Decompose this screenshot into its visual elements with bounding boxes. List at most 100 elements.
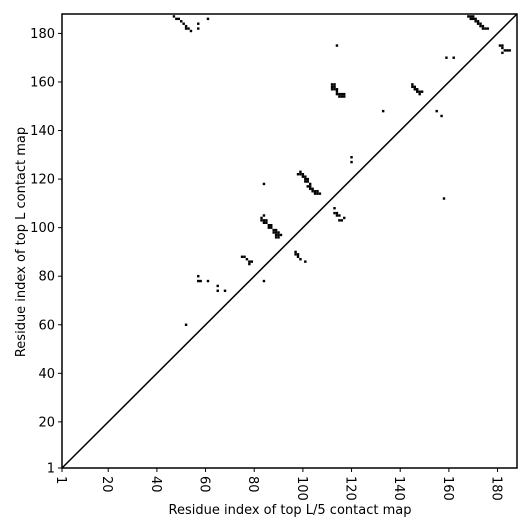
contact-cell bbox=[313, 190, 317, 193]
contact-points bbox=[172, 15, 511, 326]
contact-cell bbox=[265, 221, 268, 225]
contact-cell bbox=[338, 219, 341, 222]
contact-cell bbox=[335, 90, 339, 93]
contact-cell bbox=[216, 289, 219, 292]
contact-cell bbox=[262, 221, 266, 225]
contact-cell bbox=[333, 85, 336, 89]
contact-cell bbox=[476, 22, 480, 25]
x-tick-label: 80 bbox=[245, 476, 260, 493]
contact-cell bbox=[299, 257, 302, 261]
y-tick-label: 1 bbox=[47, 462, 55, 477]
contact-cell bbox=[243, 255, 246, 258]
diagonal-line bbox=[61, 13, 518, 469]
contact-cell bbox=[338, 92, 341, 96]
plot-frame bbox=[61, 13, 518, 469]
contact-cell bbox=[335, 92, 339, 96]
contact-cell bbox=[296, 173, 300, 176]
contact-cell bbox=[333, 207, 336, 210]
contact-cell bbox=[296, 255, 300, 258]
contact-cell bbox=[272, 231, 275, 234]
y-tick-label: 40 bbox=[38, 367, 55, 382]
contact-cell bbox=[311, 187, 314, 191]
contact-cell bbox=[277, 231, 280, 234]
contact-cell bbox=[469, 17, 472, 21]
contact-cell bbox=[340, 92, 344, 96]
contact-cell bbox=[308, 187, 312, 191]
contact-cell bbox=[187, 27, 190, 30]
contact-cell bbox=[435, 109, 438, 113]
contact-cell bbox=[411, 85, 414, 89]
contact-cell bbox=[274, 233, 278, 237]
contact-cell bbox=[411, 83, 414, 86]
contact-cell bbox=[189, 29, 193, 33]
contact-cell bbox=[338, 214, 341, 217]
contact-cell bbox=[262, 214, 266, 217]
contact-cell bbox=[270, 224, 273, 227]
contact-cell bbox=[316, 192, 319, 195]
contact-cell bbox=[333, 88, 336, 91]
contact-cell bbox=[442, 197, 446, 200]
contact-cell bbox=[471, 17, 475, 21]
contact-cell bbox=[335, 214, 339, 217]
y-tick-label: 180 bbox=[30, 27, 55, 42]
y-tick-label: 120 bbox=[30, 173, 55, 188]
y-tick-label: 80 bbox=[38, 270, 55, 285]
contact-cell bbox=[343, 92, 346, 96]
contact-cell bbox=[413, 85, 417, 89]
contact-cell bbox=[304, 177, 307, 181]
contact-cell bbox=[294, 253, 297, 256]
contact-cell bbox=[296, 253, 300, 256]
contact-cell bbox=[508, 49, 511, 52]
contact-cell bbox=[240, 255, 244, 258]
contact-cell bbox=[306, 185, 309, 188]
contact-cell bbox=[416, 88, 419, 91]
y-tick-label: 160 bbox=[30, 75, 55, 90]
contact-cell bbox=[216, 284, 219, 288]
x-axis-ticks: 1 20 40 60 80 100 120 140 160 180 bbox=[53, 468, 504, 501]
contact-cell bbox=[180, 20, 183, 23]
contact-cell bbox=[479, 24, 482, 28]
contact-cell bbox=[277, 233, 280, 237]
contact-cell bbox=[343, 216, 346, 220]
contact-cell bbox=[248, 260, 251, 263]
contact-cell bbox=[197, 22, 200, 25]
contact-cell bbox=[335, 211, 339, 215]
contact-cell bbox=[476, 20, 480, 23]
contact-cell bbox=[248, 262, 251, 266]
x-tick-label: 160 bbox=[440, 476, 455, 501]
contact-cell bbox=[469, 15, 472, 18]
contact-cell bbox=[277, 236, 280, 239]
contact-cell bbox=[260, 216, 263, 220]
contact-cell bbox=[318, 192, 322, 195]
contact-cell bbox=[262, 279, 266, 283]
contact-cell bbox=[316, 190, 319, 193]
contact-cell bbox=[262, 219, 266, 222]
contact-cell bbox=[184, 24, 188, 28]
x-tick-label: 1 bbox=[53, 476, 68, 484]
contact-cell bbox=[452, 56, 455, 59]
contact-cell bbox=[267, 224, 271, 227]
contact-cell bbox=[206, 17, 210, 21]
contact-cell bbox=[223, 289, 227, 292]
contact-cell bbox=[308, 182, 312, 186]
contact-cell bbox=[304, 180, 307, 183]
contact-cell bbox=[206, 279, 210, 283]
contact-cell bbox=[418, 90, 421, 93]
contact-cell bbox=[197, 279, 200, 283]
contact-cell bbox=[274, 228, 278, 232]
contact-cell bbox=[175, 17, 178, 21]
y-tick-label: 140 bbox=[30, 124, 55, 139]
y-tick-label: 60 bbox=[38, 318, 55, 333]
contact-cell bbox=[267, 226, 271, 229]
contact-cell bbox=[413, 88, 417, 91]
contact-cell bbox=[274, 236, 278, 239]
x-tick-label: 20 bbox=[99, 476, 114, 493]
contact-cell bbox=[279, 233, 283, 237]
contact-cell bbox=[301, 173, 305, 176]
contact-cell bbox=[199, 279, 202, 283]
contact-cell bbox=[506, 49, 509, 52]
contact-cell bbox=[311, 190, 314, 193]
contact-cell bbox=[474, 17, 477, 21]
contact-cell bbox=[503, 49, 507, 52]
y-tick-label: 20 bbox=[38, 415, 55, 430]
